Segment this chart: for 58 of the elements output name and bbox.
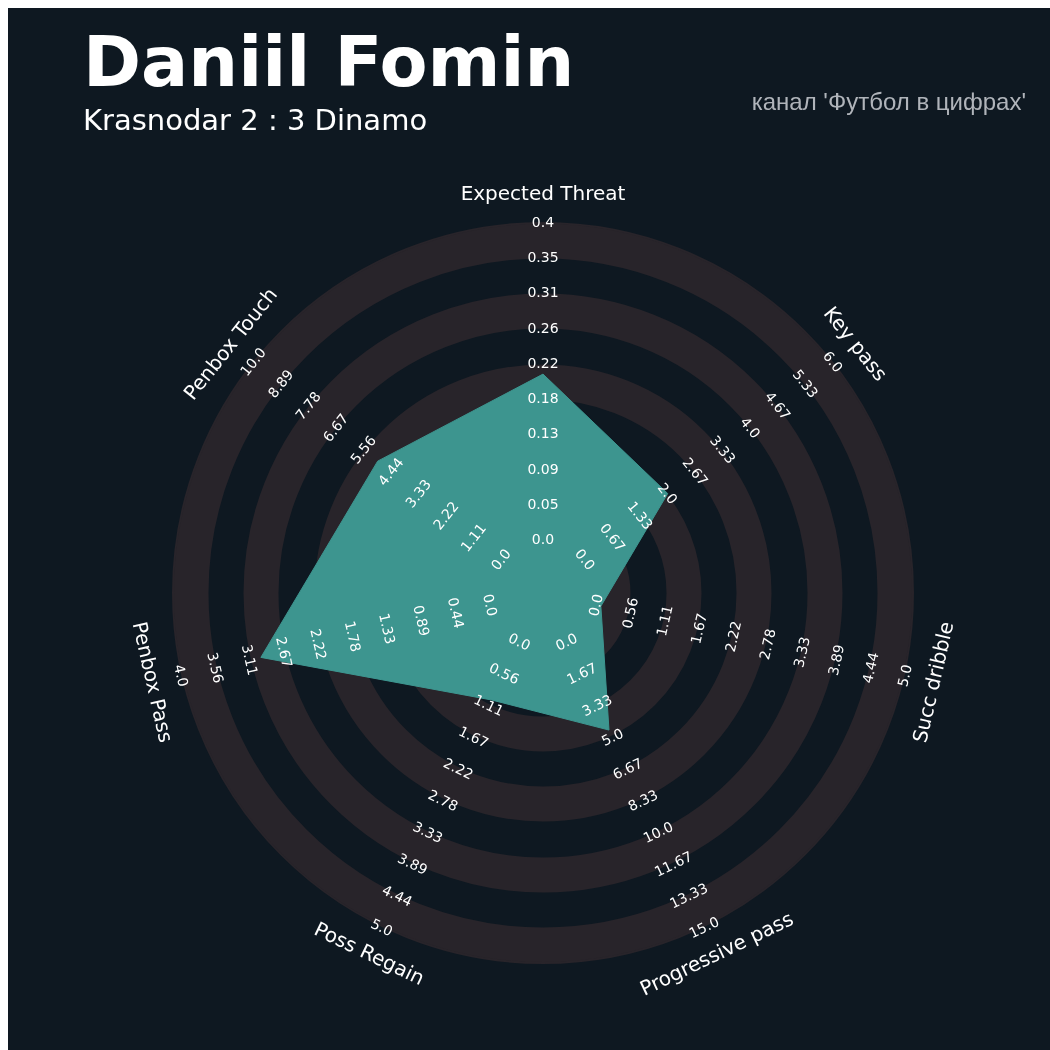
text: 0.09 — [527, 460, 559, 477]
text: 1.67 — [687, 611, 710, 646]
text: 1.11 — [653, 603, 676, 638]
text: 3.56 — [204, 650, 227, 685]
text: 4.67 — [762, 388, 794, 423]
text: 5.0 — [368, 915, 396, 940]
chart-subtitle: Krasnodar 2 : 3 Dinamo — [83, 102, 428, 138]
text: 0.22 — [527, 354, 559, 371]
text: 0.31 — [527, 284, 559, 301]
text: 3.33 — [579, 691, 615, 720]
text: 5.0 — [894, 662, 915, 689]
text: 3.33 — [790, 635, 813, 670]
text: канал 'Футбол в цифрах' — [751, 88, 1026, 116]
text: 0.18 — [527, 390, 559, 407]
text: 2.67 — [273, 635, 296, 670]
text: 2.22 — [721, 619, 745, 654]
text: 4.44 — [379, 881, 415, 910]
text: 1.11 — [471, 691, 507, 720]
text: 0.26 — [527, 319, 559, 336]
text: 1.33 — [376, 611, 399, 646]
text: 3.11 — [238, 642, 262, 677]
text: 0.4 — [531, 214, 555, 230]
text: 2.22 — [307, 627, 330, 662]
text: 2.78 — [756, 627, 779, 662]
text: 0.0 — [487, 545, 514, 574]
text: 2.0 — [654, 479, 682, 508]
text: 2.78 — [425, 786, 461, 815]
text: 6.0 — [819, 347, 847, 376]
text: 2.22 — [440, 754, 476, 783]
chart-title: Daniil Fomin — [83, 21, 575, 103]
spoke-label: Expected Threat — [460, 181, 626, 205]
text: 3.33 — [410, 818, 446, 847]
text: 0.56 — [618, 595, 642, 630]
text: 1.67 — [456, 722, 492, 751]
text: 0.56 — [486, 659, 522, 688]
text: 0.0 — [585, 592, 606, 618]
text: 15.0 — [686, 913, 722, 942]
text: 8.33 — [625, 786, 661, 815]
text: 0.0 — [506, 629, 534, 654]
text: 0.05 — [527, 495, 559, 512]
text: 0.0 — [552, 629, 580, 654]
text: 0.13 — [527, 425, 559, 442]
text: 4.0 — [737, 413, 764, 442]
text: 0.0 — [572, 545, 599, 574]
text: 4.0 — [171, 662, 192, 689]
text: 0.35 — [527, 249, 559, 266]
text: 5.0 — [598, 724, 626, 749]
text: 4.44 — [859, 650, 882, 685]
text: 0.0 — [480, 592, 501, 618]
text: 10.0 — [640, 818, 676, 847]
text: 0.89 — [410, 603, 433, 638]
text: 3.89 — [395, 849, 431, 878]
text: 0.0 — [531, 531, 555, 547]
text: 1.67 — [564, 659, 600, 688]
text: 6.67 — [610, 754, 646, 783]
text: 1.78 — [341, 619, 365, 654]
text: 3.89 — [824, 642, 848, 677]
text: 0.44 — [444, 595, 468, 630]
